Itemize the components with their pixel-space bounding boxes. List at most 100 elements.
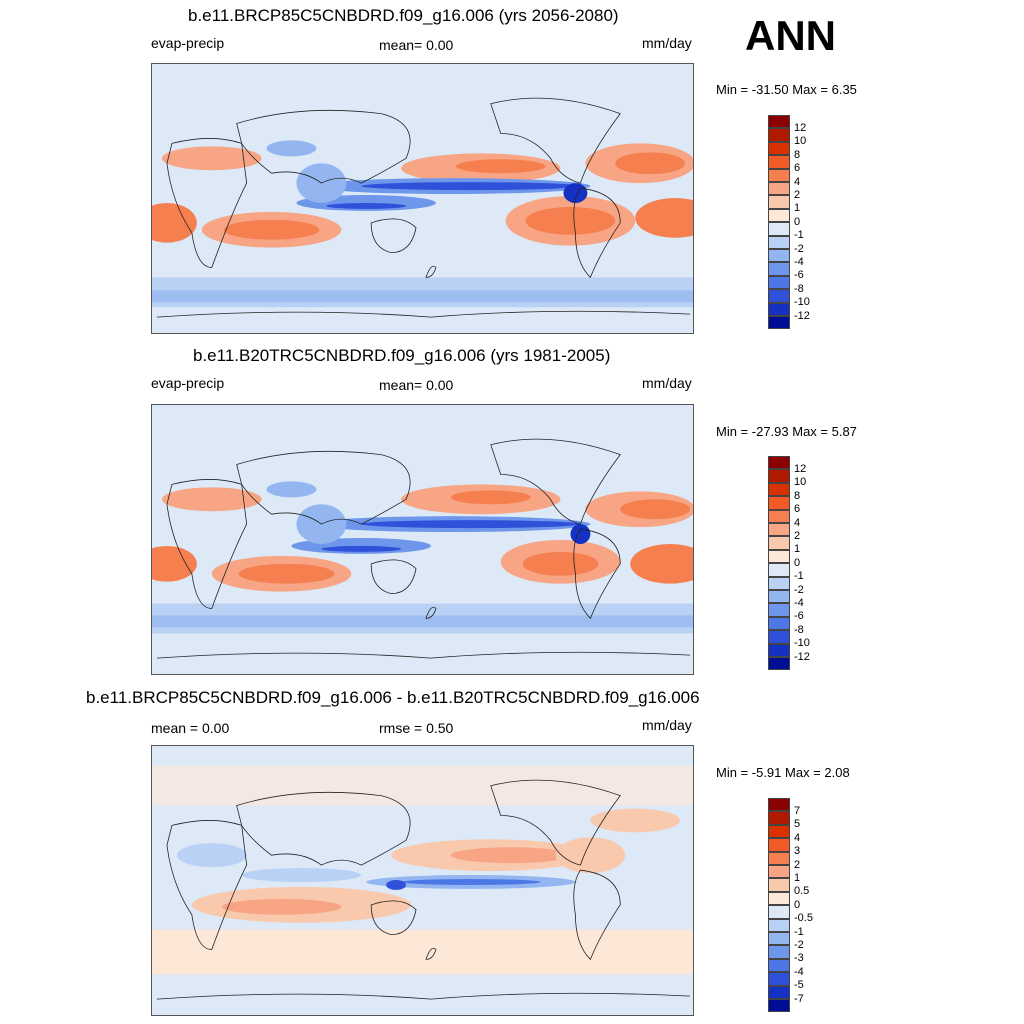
panel-2-colorbar-tick-label: -12 — [794, 650, 810, 663]
panel-2-title: b.e11.B20TRC5CNBDRD.f09_g16.006 (yrs 198… — [193, 346, 611, 365]
panel-1-colorbar-tick-label: -10 — [794, 296, 810, 309]
panel-1-colorbar-tick-label: -4 — [794, 255, 804, 268]
panel-3-colorbar-swatch — [768, 972, 790, 986]
panel-1-title: b.e11.BRCP85C5CNBDRD.f09_g16.006 (yrs 20… — [188, 6, 619, 25]
panel-2-units-label: mm/day — [642, 375, 692, 391]
panel-1-colorbar-tick-label: -8 — [794, 282, 804, 295]
panel-2-colorbar-swatch — [768, 482, 790, 497]
panel-2-mean-label: mean= 0.00 — [379, 377, 454, 393]
panel-1-colorbar-tick-label: 6 — [794, 162, 801, 175]
panel-2-map — [151, 404, 694, 675]
panel-2-colorbar-swatch — [768, 603, 790, 617]
panel-1-colorbar-swatch — [768, 168, 790, 182]
panel-3-colorbar-tick-label: 3 — [794, 845, 801, 858]
panel-1-variable-label: evap-precip — [151, 35, 225, 51]
panel-3-colorbar-swatch — [768, 865, 790, 879]
panel-1-colorbar-tick-label: -12 — [794, 309, 810, 322]
panel-2-minmax: Min = -27.93 Max = 5.87 — [716, 424, 857, 439]
panel-1-units-label: mm/day — [642, 35, 692, 51]
panel-3-colorbar-swatch — [768, 918, 790, 932]
panel-1-colorbar-swatch — [768, 141, 790, 156]
panel-3-colorbar-swatch — [768, 932, 790, 946]
panel-3-units-label: mm/day — [642, 717, 692, 733]
panel-2-colorbar-tick-label: 0 — [794, 556, 801, 569]
panel-3-colorbar-swatch — [768, 798, 790, 812]
panel-1-colorbar-swatch — [768, 262, 790, 276]
panel-3-map-svg — [152, 746, 693, 1015]
panel-1-colorbar-swatch — [768, 195, 790, 209]
panel-2-colorbar-tick-label: 2 — [794, 529, 801, 542]
panel-3-colorbar-swatch — [768, 958, 790, 973]
panel-2-colorbar-tick-label: -10 — [794, 637, 810, 650]
panel-2-colorbar-swatch — [768, 576, 790, 590]
panel-2-colorbar-tick-label: 8 — [794, 489, 801, 502]
panel-3-colorbar-tick-label: 5 — [794, 818, 801, 831]
panel-3-mean-label: mean = 0.00 — [151, 720, 230, 736]
panel-1-colorbar-swatch — [768, 128, 790, 142]
panel-3-colorbar-tick-label: -2 — [794, 938, 804, 951]
panel-1-colorbar-tick-label: 1 — [794, 202, 801, 215]
panel-3-colorbar-swatch — [768, 878, 790, 892]
panel-3-colorbar-swatch — [768, 999, 790, 1013]
panel-3-colorbar-tick-label: 4 — [794, 831, 801, 844]
panel-2-colorbar-swatch — [768, 630, 790, 644]
panel-2-colorbar-swatch — [768, 509, 790, 523]
panel-1-colorbar-tick-label: -2 — [794, 242, 804, 255]
panel-3-colorbar-swatch — [768, 824, 790, 839]
panel-3-colorbar-tick-label: 7 — [794, 804, 801, 817]
panel-1-colorbar-swatch — [768, 155, 790, 169]
panel-1-colorbar-tick-label: 2 — [794, 188, 801, 201]
panel-2-colorbar-tick-label: 10 — [794, 476, 807, 489]
panel-1-colorbar-tick-label: 0 — [794, 215, 801, 228]
panel-1-colorbar-swatch — [768, 222, 790, 236]
panel-3-colorbar-tick-label: 1 — [794, 871, 801, 884]
panel-2-colorbar-swatch — [768, 549, 790, 564]
panel-1-colorbar-tick-label: -1 — [794, 229, 804, 242]
panel-2-colorbar-swatch — [768, 469, 790, 483]
panel-2-colorbar-tick-label: -2 — [794, 583, 804, 596]
panel-2-map-svg — [152, 405, 693, 674]
panel-1-minmax: Min = -31.50 Max = 6.35 — [716, 82, 857, 97]
panel-1-colorbar-swatch — [768, 275, 790, 290]
panel-2-colorbar-tick-label: 12 — [794, 462, 807, 475]
panel-3-colorbar-swatch — [768, 811, 790, 825]
panel-1-colorbar-tick-label: 12 — [794, 121, 807, 134]
panel-2-colorbar-swatch — [768, 523, 790, 537]
panel-3-colorbar-tick-label: -0.5 — [794, 912, 813, 925]
panel-3-map — [151, 745, 694, 1016]
panel-1-map — [151, 63, 694, 334]
panel-3-colorbar-swatch — [768, 985, 790, 999]
panel-2-colorbar-tick-label: -1 — [794, 570, 804, 583]
panel-3-minmax: Min = -5.91 Max = 2.08 — [716, 765, 850, 780]
panel-2-variable-label: evap-precip — [151, 375, 225, 391]
panel-3-colorbar-tick-label: -7 — [794, 992, 804, 1005]
panel-3-rmse-label: rmse = 0.50 — [379, 720, 454, 736]
panel-3-colorbar-swatch — [768, 851, 790, 865]
panel-1-colorbar-swatch — [768, 249, 790, 263]
panel-1-mean-label: mean= 0.00 — [379, 37, 454, 53]
panel-1-colorbar-swatch — [768, 182, 790, 196]
panel-3-colorbar-swatch — [768, 905, 790, 919]
panel-3-colorbar-swatch — [768, 945, 790, 959]
panel-3-title: b.e11.BRCP85C5CNBDRD.f09_g16.006 - b.e11… — [86, 688, 700, 707]
panel-1-colorbar-swatch — [768, 302, 790, 316]
panel-2-colorbar-swatch — [768, 536, 790, 550]
panel-2-colorbar-swatch — [768, 657, 790, 671]
panel-2-colorbar-tick-label: 6 — [794, 503, 801, 516]
panel-1-map-svg — [152, 64, 693, 333]
panel-2-colorbar-tick-label: -8 — [794, 623, 804, 636]
panel-1-colorbar-swatch — [768, 316, 790, 330]
panel-2-colorbar-swatch — [768, 563, 790, 577]
panel-3-colorbar-tick-label: -3 — [794, 952, 804, 965]
panel-3-colorbar-tick-label: 0 — [794, 898, 801, 911]
panel-3-colorbar-swatch — [768, 891, 790, 906]
panel-2-colorbar-swatch — [768, 643, 790, 657]
panel-1-colorbar-tick-label: 10 — [794, 135, 807, 148]
panel-1-colorbar-tick-label: -6 — [794, 269, 804, 282]
panel-3-colorbar-tick-label: -5 — [794, 979, 804, 992]
panel-1-colorbar-swatch — [768, 289, 790, 303]
panel-2-colorbar-swatch — [768, 496, 790, 510]
panel-1-colorbar-swatch — [768, 208, 790, 223]
panel-1-colorbar-tick-label: 4 — [794, 175, 801, 188]
season-label: ANN — [745, 12, 836, 59]
